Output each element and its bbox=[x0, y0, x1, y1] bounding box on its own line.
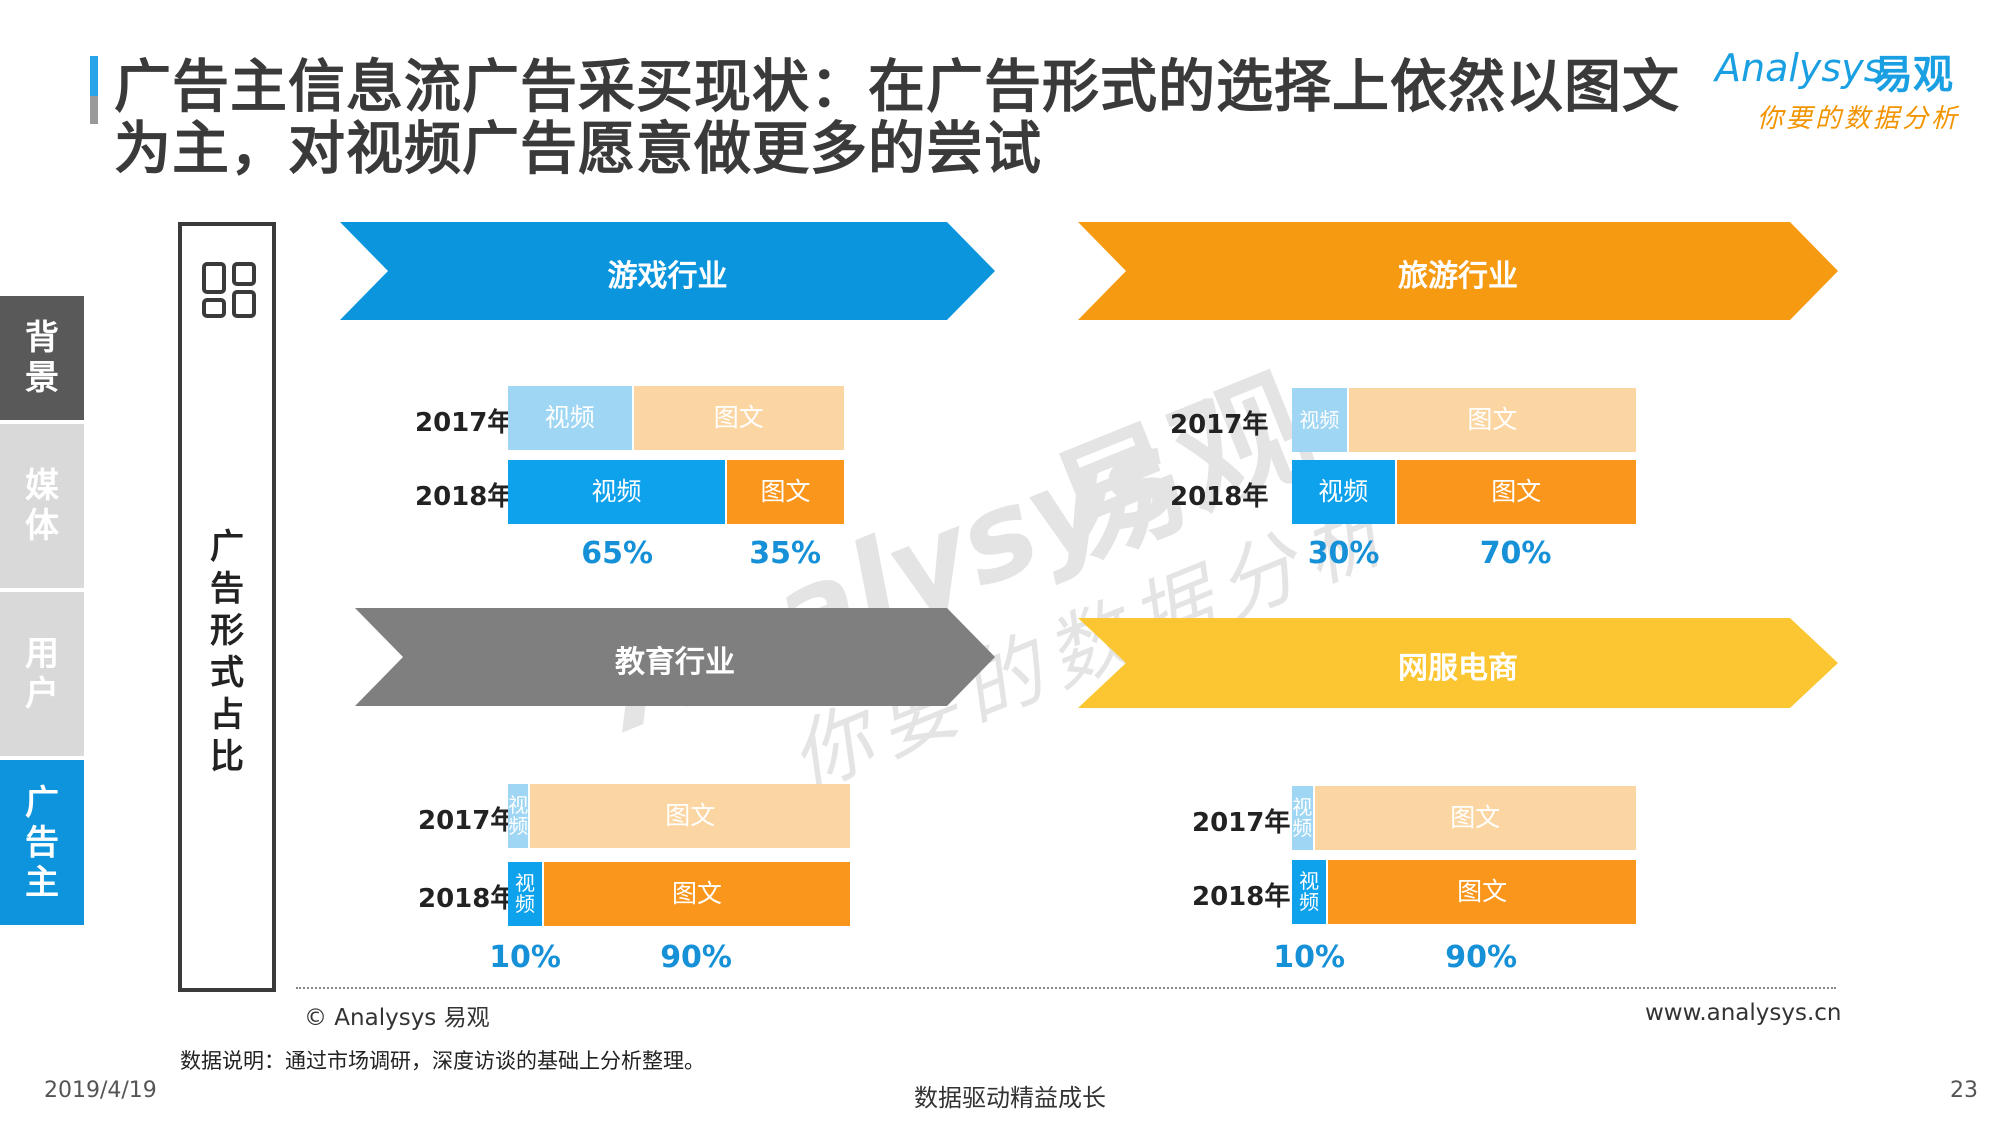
stacked-bar: 视频 图文 bbox=[1292, 786, 1636, 850]
bar-segment-video: 视频 bbox=[508, 784, 529, 848]
bar-segment-video: 视频 bbox=[1292, 460, 1395, 524]
watermark: Analysys 易观 你要的数据分析 bbox=[573, 291, 1427, 869]
copyright-text: © Analysys 易观 bbox=[304, 1005, 490, 1031]
stacked-bar: 视频 图文 bbox=[1292, 388, 1636, 452]
percent-label: 65% bbox=[581, 536, 654, 571]
bar-segment-text: 图文 bbox=[1348, 388, 1636, 452]
chevron-arrow-shape bbox=[340, 222, 995, 320]
sidebar-tab-label: 用户 bbox=[25, 634, 59, 714]
year-label: 2018年 bbox=[1170, 482, 1269, 512]
stacked-bar: 视频 图文 bbox=[1292, 860, 1636, 924]
bar-segment-text: 图文 bbox=[1396, 460, 1636, 524]
title-accent-bar-grey bbox=[90, 96, 98, 124]
sidebar-tab-label: 背景 bbox=[25, 318, 59, 398]
bar-segment-text: 图文 bbox=[727, 460, 844, 524]
sidebar-tab-label: 媒体 bbox=[25, 466, 59, 546]
sidebar-tab-label: 广告主 bbox=[25, 782, 59, 903]
stacked-bar: 视频 图文 bbox=[508, 862, 850, 926]
page-number: 23 bbox=[1950, 1078, 1978, 1103]
industry-title: 网服电商 bbox=[1398, 651, 1518, 686]
percent-label: 30% bbox=[1307, 536, 1380, 571]
bar-segment-video: 视频 bbox=[508, 460, 726, 524]
sidebar-tab-media[interactable]: 媒体 bbox=[0, 424, 84, 588]
bar-segment-text: 图文 bbox=[633, 386, 844, 450]
logo-slogan: 你要的数据分析 bbox=[1757, 104, 1961, 134]
footer-slogan: 数据驱动精益成长 bbox=[914, 1084, 1106, 1112]
stacked-bar: 视频 图文 bbox=[508, 460, 844, 524]
percent-label: 70% bbox=[1479, 536, 1552, 571]
grid-icon bbox=[202, 262, 256, 318]
percent-label: 90% bbox=[1445, 940, 1518, 975]
ad-format-share-label: 广告形式占比 bbox=[210, 527, 244, 777]
bar-segment-text: 图文 bbox=[530, 784, 850, 848]
bar-segment-text: 图文 bbox=[544, 862, 850, 926]
website-link[interactable]: www.analysys.cn bbox=[1645, 1000, 1842, 1026]
bar-segment-video: 视频 bbox=[508, 386, 632, 450]
percent-label: 10% bbox=[1273, 940, 1346, 975]
chevron-arrow-banner bbox=[340, 222, 995, 320]
footer-date: 2019/4/19 bbox=[44, 1078, 157, 1103]
bar-segment-text: 图文 bbox=[1328, 860, 1636, 924]
data-note: 数据说明：通过市场调研，深度访谈的基础上分析整理。 bbox=[180, 1049, 705, 1073]
chevron-arrow-shape bbox=[355, 608, 995, 706]
year-label: 2018年 bbox=[415, 482, 514, 512]
chevron-arrow-banner bbox=[1078, 618, 1838, 708]
brand-logo: Analysys 易观 你要的数据分析 bbox=[1715, 46, 1985, 136]
industry-title: 旅游行业 bbox=[1398, 259, 1518, 294]
bar-segment-video: 视频 bbox=[1292, 388, 1347, 452]
stacked-bar: 视频 图文 bbox=[508, 784, 850, 848]
year-label: 2017年 bbox=[418, 806, 517, 836]
percent-label: 10% bbox=[489, 940, 561, 975]
stacked-bar: 视频 图文 bbox=[508, 386, 844, 450]
ad-format-label-box: 广告形式占比 bbox=[178, 222, 276, 992]
chevron-arrow-banner bbox=[1078, 222, 1838, 320]
logo-english: Analysys bbox=[1715, 46, 1884, 90]
sidebar-tab-user[interactable]: 用户 bbox=[0, 592, 84, 756]
page-title: 广告主信息流广告采买现状：在广告形式的选择上依然以图文为主，对视频广告愿意做更多… bbox=[114, 54, 1680, 182]
footer-divider bbox=[296, 987, 1836, 989]
stacked-bar: 视频 图文 bbox=[1292, 460, 1636, 524]
sidebar-tab-advertiser[interactable]: 广告主 bbox=[0, 760, 84, 925]
year-label: 2018年 bbox=[1192, 882, 1291, 912]
bar-segment-video: 视频 bbox=[1292, 860, 1327, 924]
logo-chinese: 易观 bbox=[1873, 51, 1953, 98]
bar-segment-video: 视频 bbox=[508, 862, 543, 926]
percent-label: 90% bbox=[660, 940, 732, 975]
year-label: 2018年 bbox=[418, 884, 517, 914]
chevron-arrow-banner bbox=[355, 608, 995, 706]
year-label: 2017年 bbox=[415, 408, 514, 438]
industry-title: 游戏行业 bbox=[607, 259, 728, 294]
chevron-arrow-shape bbox=[1078, 222, 1838, 320]
title-accent-bar bbox=[90, 56, 98, 124]
industry-title: 教育行业 bbox=[615, 645, 735, 680]
chevron-arrow-shape bbox=[1078, 618, 1838, 708]
percent-label: 35% bbox=[749, 536, 822, 571]
sidebar-tab-background[interactable]: 背景 bbox=[0, 296, 84, 420]
bar-segment-text: 图文 bbox=[1314, 786, 1636, 850]
year-label: 2017年 bbox=[1192, 808, 1291, 838]
bar-segment-video: 视频 bbox=[1292, 786, 1313, 850]
year-label: 2017年 bbox=[1170, 410, 1269, 440]
